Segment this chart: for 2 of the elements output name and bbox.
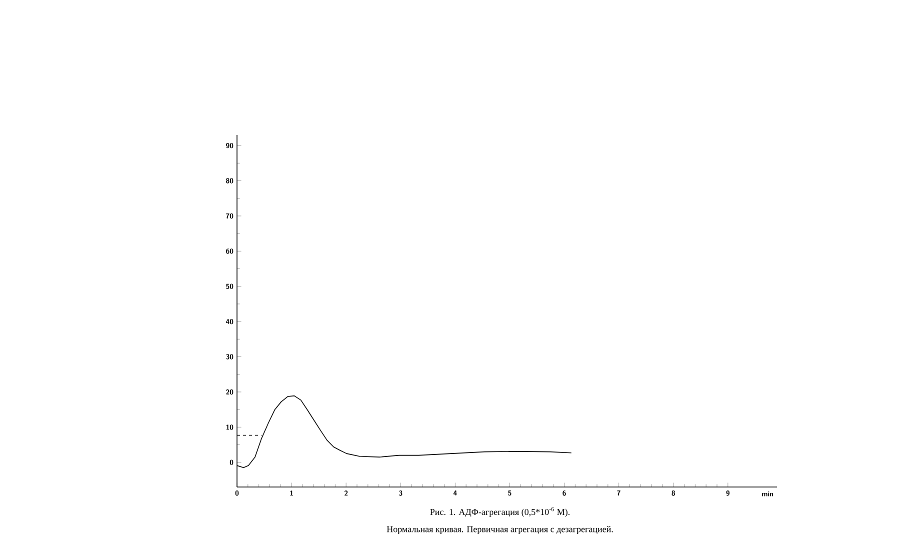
text: Нормальная кривая. Первичная агрегация с дезагрегацией. (386, 526, 613, 534)
text: Рис. 1. АДФ-агрегация (0,5*10$^{-6}$ M). (430, 507, 570, 517)
